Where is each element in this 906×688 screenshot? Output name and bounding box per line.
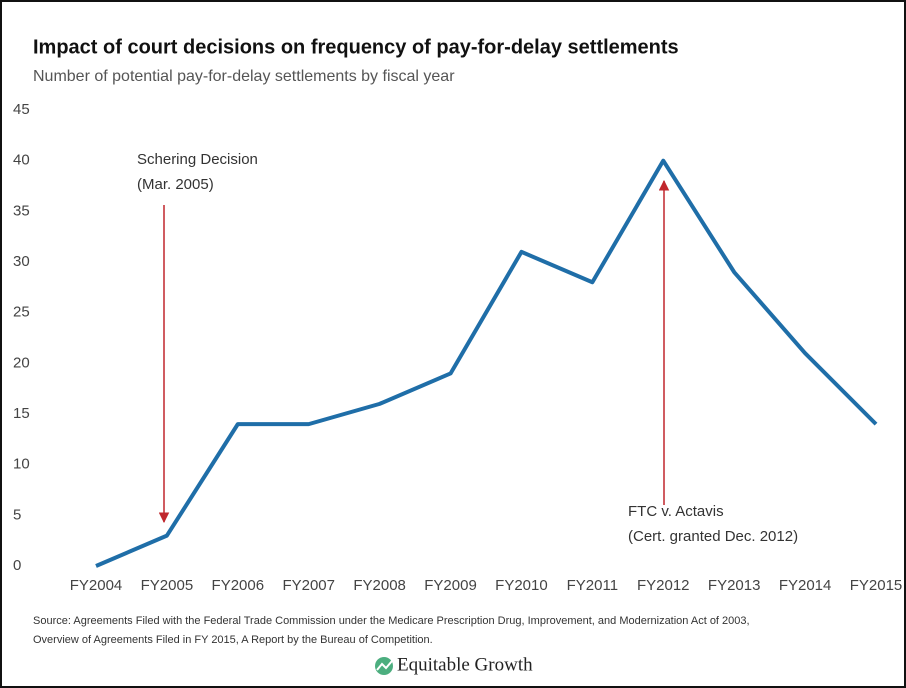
x-tick-label: FY2006 [212,577,265,594]
x-tick-label: FY2004 [70,577,123,594]
x-tick-label: FY2012 [637,577,690,594]
x-tick-label: FY2010 [495,577,548,594]
y-tick-label: 25 [13,304,30,321]
annotation: (Cert. granted Dec. 2012) [628,528,798,545]
data-line [95,158,878,568]
x-tick-label: FY2015 [850,577,903,594]
logo-text: Equitable Growth [397,654,533,675]
x-tick-label: FY2005 [141,577,194,594]
y-tick-label: 0 [13,557,21,574]
logo-icon-mark [376,660,393,671]
annotation: (Mar. 2005) [137,176,214,193]
source: Overview of Agreements Filed in FY 2015,… [33,634,433,646]
logo: Equitable Growth [375,654,533,675]
y-tick-label: 35 [13,202,30,219]
y-tick-label: 45 [13,101,30,118]
chart-subtitle: Number of potential pay-for-delay settle… [33,68,455,85]
y-tick-label: 40 [13,152,30,169]
x-tick-label: FY2011 [567,577,618,594]
x-tick-label: FY2014 [779,577,832,594]
y-tick-label: 5 [13,506,21,523]
chart-title: Impact of court decisions on frequency o… [33,36,679,58]
y-tick-label: 10 [13,456,30,473]
x-tick-label: FY2009 [424,577,477,594]
x-tick-label: FY2013 [708,577,761,594]
y-tick-label: 30 [13,253,30,270]
source: Source: Agreements Filed with the Federa… [33,615,750,627]
y-tick-label: 20 [13,354,30,371]
x-tick-label: FY2007 [282,577,335,594]
annotation: Schering Decision [137,151,258,168]
annotation: FTC v. Actavis [628,503,724,520]
x-tick-label: FY2008 [353,577,406,594]
y-tick-label: 15 [13,405,30,422]
